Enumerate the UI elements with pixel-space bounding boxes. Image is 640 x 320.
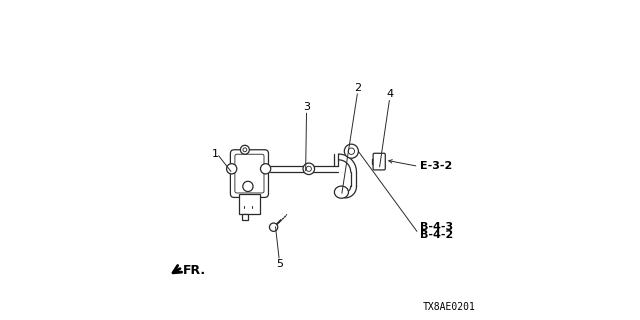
Circle shape [227,164,237,174]
Text: B-4-3: B-4-3 [420,222,453,232]
Text: 1: 1 [212,148,218,159]
FancyBboxPatch shape [230,150,269,197]
Text: FR.: FR. [183,264,206,277]
Circle shape [348,148,355,154]
Circle shape [260,164,271,174]
Text: TX8AE0201: TX8AE0201 [422,302,475,312]
Circle shape [241,145,250,154]
Circle shape [303,163,315,174]
Text: 3: 3 [303,102,310,112]
Text: 2: 2 [354,83,362,93]
Circle shape [344,144,358,158]
Text: 4: 4 [386,89,394,100]
Bar [242,214,248,220]
Ellipse shape [335,186,349,198]
Circle shape [307,166,312,171]
Text: E-3-2: E-3-2 [420,161,452,172]
Text: B-4-2: B-4-2 [420,230,453,240]
Circle shape [269,223,278,231]
Circle shape [243,181,253,191]
FancyBboxPatch shape [373,153,385,170]
Circle shape [243,148,247,152]
Bar [239,194,260,214]
Text: 5: 5 [276,259,283,269]
FancyBboxPatch shape [235,154,264,193]
